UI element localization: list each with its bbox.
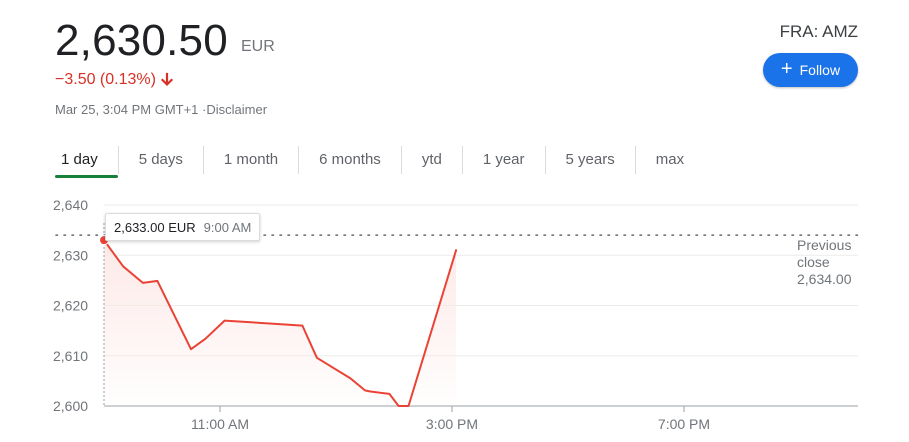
tab-label: ytd — [421, 150, 442, 168]
tab-1-month[interactable]: 1 month — [204, 142, 298, 176]
tab-label: 5 days — [138, 150, 183, 168]
disclaimer-link[interactable]: ·Disclaimer — [202, 102, 268, 117]
x-tick-label: 3:00 PM — [426, 416, 478, 432]
tab-ytd[interactable]: ytd — [402, 142, 462, 176]
tab-label: 1 year — [482, 150, 525, 168]
y-tick-label: 2,630 — [53, 247, 88, 263]
price-chart[interactable]: 2,640 2,630 2,620 2,610 2,600 11:00 AM 3:00 PM… — [0, 190, 909, 442]
x-tick-label: 7:00 PM — [658, 416, 710, 432]
tab-divider — [117, 146, 119, 174]
x-tick-label: 11:00 AM — [191, 416, 249, 432]
tab-1-year[interactable]: 1 year — [463, 142, 545, 176]
previous-close-line2: close — [797, 254, 830, 270]
tooltip-value: 2,633.00 EUR — [114, 219, 196, 235]
tab-label: 1 day — [61, 150, 98, 168]
range-tabs: 1 day 5 days 1 month 6 months ytd 1 year… — [55, 142, 704, 178]
ticker-symbol: FRA: AMZ — [779, 22, 858, 41]
tab-divider — [461, 146, 463, 174]
quote-timestamp: Mar 25, 3:04 PM GMT+1 — [55, 102, 199, 117]
follow-label: Follow — [799, 62, 841, 78]
tab-1-day[interactable]: 1 day — [55, 142, 118, 178]
currency-label: EUR — [241, 38, 275, 55]
tab-divider — [544, 146, 546, 174]
previous-close-value: 2,634.00 — [797, 271, 852, 287]
tab-6-months[interactable]: 6 months — [299, 142, 401, 176]
arrow-down-icon — [160, 72, 174, 87]
tab-divider — [634, 146, 636, 174]
y-tick-label: 2,620 — [53, 298, 88, 314]
tooltip-time: 9:00 AM — [203, 219, 252, 235]
price-area — [104, 240, 457, 406]
plus-icon: + — [780, 58, 793, 80]
tab-5-years[interactable]: 5 years — [546, 142, 635, 176]
tab-label: 5 years — [565, 150, 615, 168]
tab-label: 1 month — [223, 150, 279, 168]
price-chart-svg: 2,640 2,630 2,620 2,610 2,600 11:00 AM 3:00 PM… — [53, 197, 859, 432]
tab-divider — [202, 146, 204, 174]
previous-close-label: Previous close 2,634.00 — [797, 237, 852, 288]
follow-button[interactable]: + Follow — [763, 53, 858, 87]
current-price: 2,630.50 — [55, 16, 228, 65]
y-tick-label: 2,640 — [53, 197, 88, 213]
tab-5-days[interactable]: 5 days — [119, 142, 203, 176]
quote-meta: Mar 25, 3:04 PM GMT+1 ·Disclaimer — [55, 102, 267, 117]
y-tick-label: 2,600 — [53, 398, 88, 414]
price-change-value: −3.50 (0.13%) — [55, 71, 156, 88]
tab-max[interactable]: max — [636, 142, 704, 176]
tab-divider — [298, 146, 300, 174]
tab-divider — [400, 146, 402, 174]
tab-label: 6 months — [319, 150, 381, 168]
price-line — [103, 239, 458, 407]
previous-close-line1: Previous — [797, 237, 852, 253]
tab-label: max — [655, 150, 685, 168]
y-tick-label: 2,610 — [53, 348, 88, 364]
hover-tooltip: 2,633.00 EUR 9:00 AM — [105, 213, 261, 241]
price-change: −3.50 (0.13%) — [55, 71, 174, 89]
